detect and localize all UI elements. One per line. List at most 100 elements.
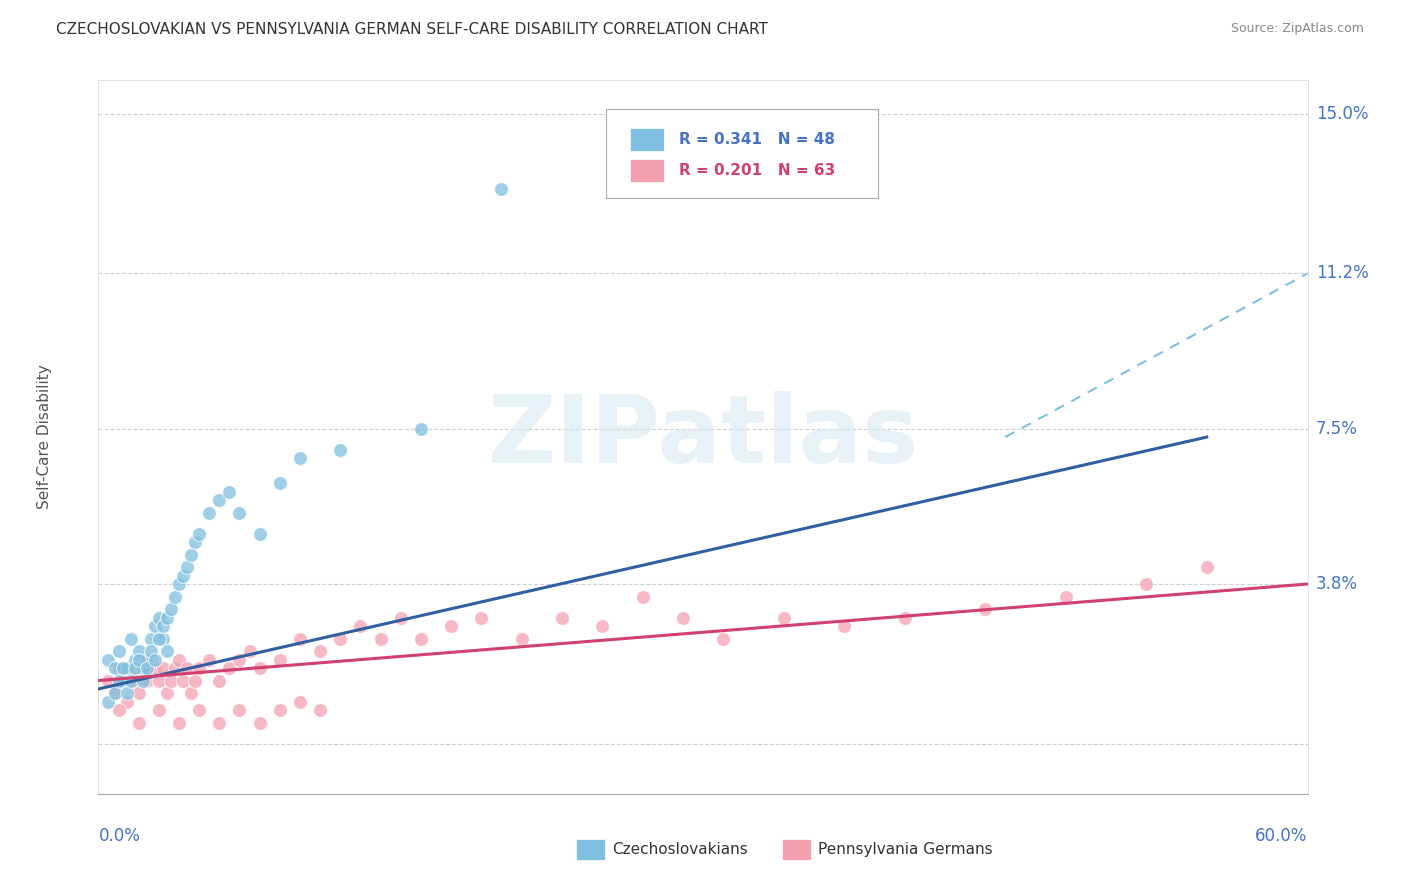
Point [180, 686, 202, 700]
Point [1135, 577, 1157, 591]
Point [148, 610, 170, 624]
Text: ZIPatlas: ZIPatlas [488, 391, 918, 483]
Point [176, 661, 198, 675]
Point [470, 610, 492, 624]
Point [974, 602, 997, 616]
Point [135, 673, 157, 688]
Point [139, 652, 162, 666]
Point [180, 548, 202, 562]
Point [160, 673, 183, 688]
Point [167, 577, 190, 591]
Point [440, 619, 463, 633]
Point [103, 661, 125, 675]
Text: Source: ZipAtlas.com: Source: ZipAtlas.com [1230, 22, 1364, 36]
Point [208, 715, 231, 730]
Text: CZECHOSLOVAKIAN VS PENNSYLVANIA GERMAN SELF-CARE DISABILITY CORRELATION CHART: CZECHOSLOVAKIAN VS PENNSYLVANIA GERMAN S… [56, 22, 768, 37]
Point [143, 661, 166, 675]
Point [97, 673, 120, 688]
Point [124, 652, 146, 666]
Point [111, 673, 134, 688]
Point [156, 610, 179, 624]
Point [832, 619, 855, 633]
Point [115, 694, 138, 708]
Point [269, 476, 291, 491]
Point [491, 182, 513, 196]
Point [893, 610, 915, 624]
Point [551, 610, 574, 624]
Point [128, 644, 150, 658]
Text: 60.0%: 60.0% [1256, 828, 1308, 846]
Point [148, 673, 170, 688]
Point [349, 619, 371, 633]
Point [228, 652, 250, 666]
Point [124, 661, 146, 675]
Point [249, 715, 271, 730]
Point [128, 686, 150, 700]
Text: Self-Care Disability: Self-Care Disability [37, 365, 52, 509]
Point [389, 610, 412, 624]
Point [198, 506, 221, 520]
Point [329, 442, 352, 457]
Point [163, 590, 186, 604]
Point [288, 451, 311, 466]
Point [135, 652, 157, 666]
Point [409, 422, 432, 436]
Point [152, 619, 174, 633]
Text: 0.0%: 0.0% [98, 828, 141, 846]
Point [288, 694, 311, 708]
Point [107, 703, 129, 717]
Point [97, 652, 120, 666]
Point [188, 526, 211, 541]
Point [208, 673, 231, 688]
Text: Czechoslovakians: Czechoslovakians [613, 842, 748, 857]
Point [167, 652, 190, 666]
Point [228, 506, 250, 520]
Point [188, 661, 211, 675]
Point [115, 661, 138, 675]
Point [288, 632, 311, 646]
Point [97, 694, 120, 708]
Point [107, 673, 129, 688]
Text: R = 0.341   N = 48: R = 0.341 N = 48 [679, 132, 835, 147]
Point [188, 703, 211, 717]
Text: 7.5%: 7.5% [1316, 419, 1358, 438]
Point [156, 686, 179, 700]
Point [329, 632, 352, 646]
Point [115, 686, 138, 700]
Point [132, 661, 155, 675]
Point [139, 644, 162, 658]
Point [160, 602, 183, 616]
Text: 3.8%: 3.8% [1316, 575, 1358, 593]
Point [176, 560, 198, 574]
FancyBboxPatch shape [782, 838, 811, 860]
Point [309, 644, 332, 658]
Point [111, 673, 134, 688]
Point [128, 715, 150, 730]
Point [132, 673, 155, 688]
Point [198, 652, 221, 666]
Point [249, 526, 271, 541]
Point [120, 661, 142, 675]
Point [370, 632, 392, 646]
FancyBboxPatch shape [606, 109, 879, 198]
Point [1054, 590, 1077, 604]
Point [163, 661, 186, 675]
Point [510, 632, 533, 646]
Point [124, 673, 146, 688]
Point [228, 703, 250, 717]
Point [143, 652, 166, 666]
Point [772, 610, 794, 624]
Point [269, 652, 291, 666]
Point [184, 673, 207, 688]
Point [143, 619, 166, 633]
Point [135, 661, 157, 675]
Text: 11.2%: 11.2% [1316, 264, 1368, 283]
Point [1195, 560, 1218, 574]
Point [591, 619, 613, 633]
Point [148, 632, 170, 646]
Point [103, 686, 125, 700]
Point [249, 661, 271, 675]
Point [128, 652, 150, 666]
Point [107, 661, 129, 675]
Point [269, 703, 291, 717]
